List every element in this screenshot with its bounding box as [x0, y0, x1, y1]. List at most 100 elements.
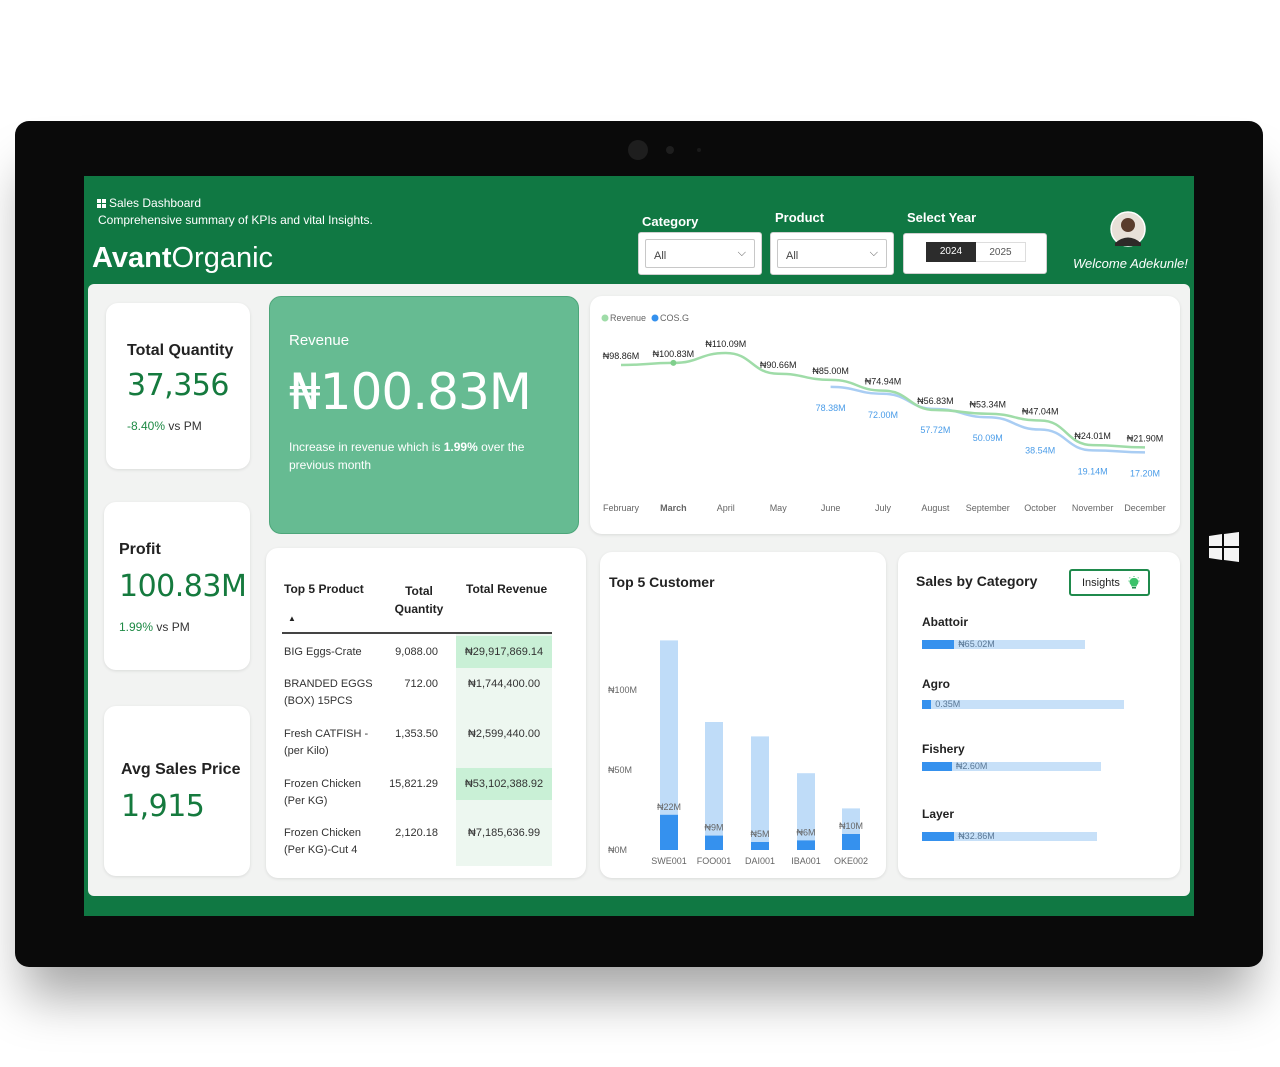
y-tick-label: ₦50M — [608, 765, 632, 775]
category-bar-fill — [922, 762, 952, 771]
dashboard-screen: Sales Dashboard Comprehensive summary of… — [84, 176, 1194, 916]
insights-label: Insights — [1082, 577, 1120, 589]
bar-total[interactable] — [797, 773, 815, 850]
bar-cosg[interactable] — [660, 814, 678, 850]
avatar[interactable] — [1110, 210, 1146, 248]
product-revenue: ₦1,744,400.00 — [467, 678, 541, 690]
legend-label: Revenue — [610, 313, 646, 323]
top-products-card: Top 5 Product ▲ Total Quantity Total Rev… — [266, 548, 586, 878]
table-row[interactable]: BIG Eggs-Crate 9,088.00 ₦29,917,869.14 — [266, 636, 566, 676]
bar-data-label: ₦9M — [704, 823, 723, 833]
revenue-data-label: ₦74.94M — [865, 377, 902, 387]
dashboard-title: Sales Dashboard — [109, 196, 202, 210]
category-bar-track[interactable]: ₦2.60M — [922, 761, 1102, 771]
year-2024-button[interactable]: 2024 — [926, 242, 976, 262]
bar-data-label: ₦10M — [839, 821, 863, 831]
kpi-delta: 1.99% vs PM — [119, 620, 190, 634]
x-tick-label: DAI001 — [745, 856, 775, 866]
revenue-desc-prefix: Increase in revenue which is — [289, 440, 444, 454]
product-name: BIG Eggs-Crate — [284, 646, 362, 658]
category-value: All — [654, 250, 667, 262]
total-quantity-card: Total Quantity 37,356 -8.40% vs PM — [106, 303, 250, 469]
kpi-value: 1,915 — [121, 789, 205, 824]
revenue-desc-suffix: over the previous month — [289, 440, 525, 472]
table-row[interactable]: BRANDED EGGS (BOX) 15PCS 712.00 ₦1,744,400… — [266, 676, 566, 726]
sort-up-icon[interactable]: ▲ — [288, 614, 296, 623]
category-dropdown[interactable]: All ⌵ — [638, 232, 762, 275]
category-label: Category — [642, 214, 699, 229]
x-tick-label: September — [966, 503, 1010, 513]
revenue-data-label: ₦100.83M — [653, 349, 695, 359]
x-tick-label: May — [770, 503, 788, 513]
sales-by-category-card: Sales by Category Insights Abattoir ₦65.0… — [898, 552, 1180, 878]
chevron-down-icon: ⌵ — [869, 247, 878, 259]
category-bar-fill — [922, 640, 955, 649]
camera-lens — [628, 140, 648, 160]
revenue-line — [620, 351, 1146, 449]
category-bar-track[interactable]: ₦65.02M — [922, 639, 1086, 649]
col-header-revenue[interactable]: Total Revenue — [466, 582, 548, 596]
table-row[interactable]: Frozen Chicken (Per KG)-Cut 4 2,120.18 ₦7,… — [266, 825, 566, 875]
revenue-data-label: ₦56.83M — [917, 396, 954, 406]
revenue-trend-card: Revenue COS.G February March April May June Jul… — [590, 296, 1180, 534]
revenue-description: Increase in revenue which is 1.99% over … — [289, 438, 569, 474]
bar-cosg[interactable] — [705, 835, 723, 850]
bar-total[interactable] — [751, 736, 769, 850]
revenue-desc-pct: 1.99% — [443, 440, 478, 454]
customer-bar-chart: ₦0M ₦50M ₦100M ₦22M SWE001 ₦9M FOO001 ₦5M DAI001… — [608, 640, 868, 866]
table-row[interactable]: Frozen Chicken (Per KG) 15,821.29 ₦53,102,… — [266, 768, 566, 826]
windows-logo-icon — [1209, 532, 1239, 562]
table-row[interactable]: Fresh CATFISH - (per Kilo) 1,353.50 ₦2,599… — [266, 726, 566, 776]
x-tick-label: SWE001 — [651, 856, 687, 866]
revenue-data-label: ₦21.90M — [1127, 433, 1164, 443]
profit-card: Profit 100.83M 1.99% vs PM — [104, 502, 250, 670]
chevron-down-icon: ⌵ — [737, 247, 746, 259]
insights-button[interactable]: Insights — [1069, 569, 1150, 596]
kpi-delta: -8.40% vs PM — [127, 419, 202, 433]
category-name: Layer — [922, 807, 955, 821]
category-value-label: ₦65.02M — [958, 639, 995, 649]
chart-title: Sales by Category — [916, 573, 1038, 589]
category-bar-track[interactable]: ₦32.86M — [922, 831, 1097, 841]
chart-title: Top 5 Customer — [609, 574, 715, 590]
highlight-point — [670, 359, 677, 366]
revenue-column-bg — [456, 634, 552, 866]
category-bar-track[interactable]: 0.35M — [922, 699, 1125, 709]
cosg-data-label: 78.38M — [816, 403, 846, 413]
kpi-delta-suffix: vs PM — [153, 620, 190, 634]
y-tick-label: ₦100M — [608, 685, 637, 695]
kpi-delta-value: 1.99% — [119, 620, 154, 634]
x-tick-label: October — [1024, 503, 1056, 513]
product-dropdown[interactable]: All ⌵ — [770, 232, 894, 275]
y-tick-label: ₦0M — [608, 845, 627, 855]
bar-cosg[interactable] — [751, 842, 769, 850]
product-quantity: 2,120.18 — [395, 827, 438, 839]
legend-marker — [601, 314, 609, 322]
kpi-title: Profit — [119, 541, 161, 558]
product-quantity: 15,821.29 — [389, 778, 438, 790]
top-customers-card: Top 5 Customer ₦0M ₦50M ₦100M ₦22M SWE001 ₦9M… — [600, 552, 886, 878]
year-2025-button[interactable]: 2025 — [976, 242, 1026, 262]
category-name: Agro — [922, 677, 950, 691]
x-tick-label: February — [603, 503, 640, 513]
cosg-data-label: 57.72M — [920, 425, 950, 435]
cosg-data-label: 38.54M — [1025, 446, 1055, 456]
bar-cosg[interactable] — [797, 840, 815, 850]
col-header-product[interactable]: Top 5 Product — [284, 582, 364, 596]
product-label: Product — [775, 210, 825, 225]
bar-data-label: ₦22M — [657, 802, 681, 812]
lightbulb-icon — [1128, 576, 1140, 589]
bar-total[interactable] — [705, 722, 723, 850]
category-value-label: 0.35M — [935, 699, 961, 709]
x-tick-label: July — [875, 503, 892, 513]
product-value: All — [786, 250, 799, 262]
x-tick-label: June — [821, 503, 841, 513]
bar-cosg[interactable] — [842, 834, 860, 850]
chart-legend: Revenue COS.G — [601, 313, 689, 323]
product-revenue: ₦29,917,869.14 — [456, 636, 552, 668]
bar-total[interactable] — [660, 640, 678, 850]
category-value-label: ₦32.86M — [958, 831, 995, 841]
cosg-line — [830, 385, 1146, 454]
revenue-card: Revenue ₦100.83M Increase in revenue whi… — [269, 296, 579, 534]
col-header-quantity[interactable]: Total Quantity — [394, 584, 444, 616]
